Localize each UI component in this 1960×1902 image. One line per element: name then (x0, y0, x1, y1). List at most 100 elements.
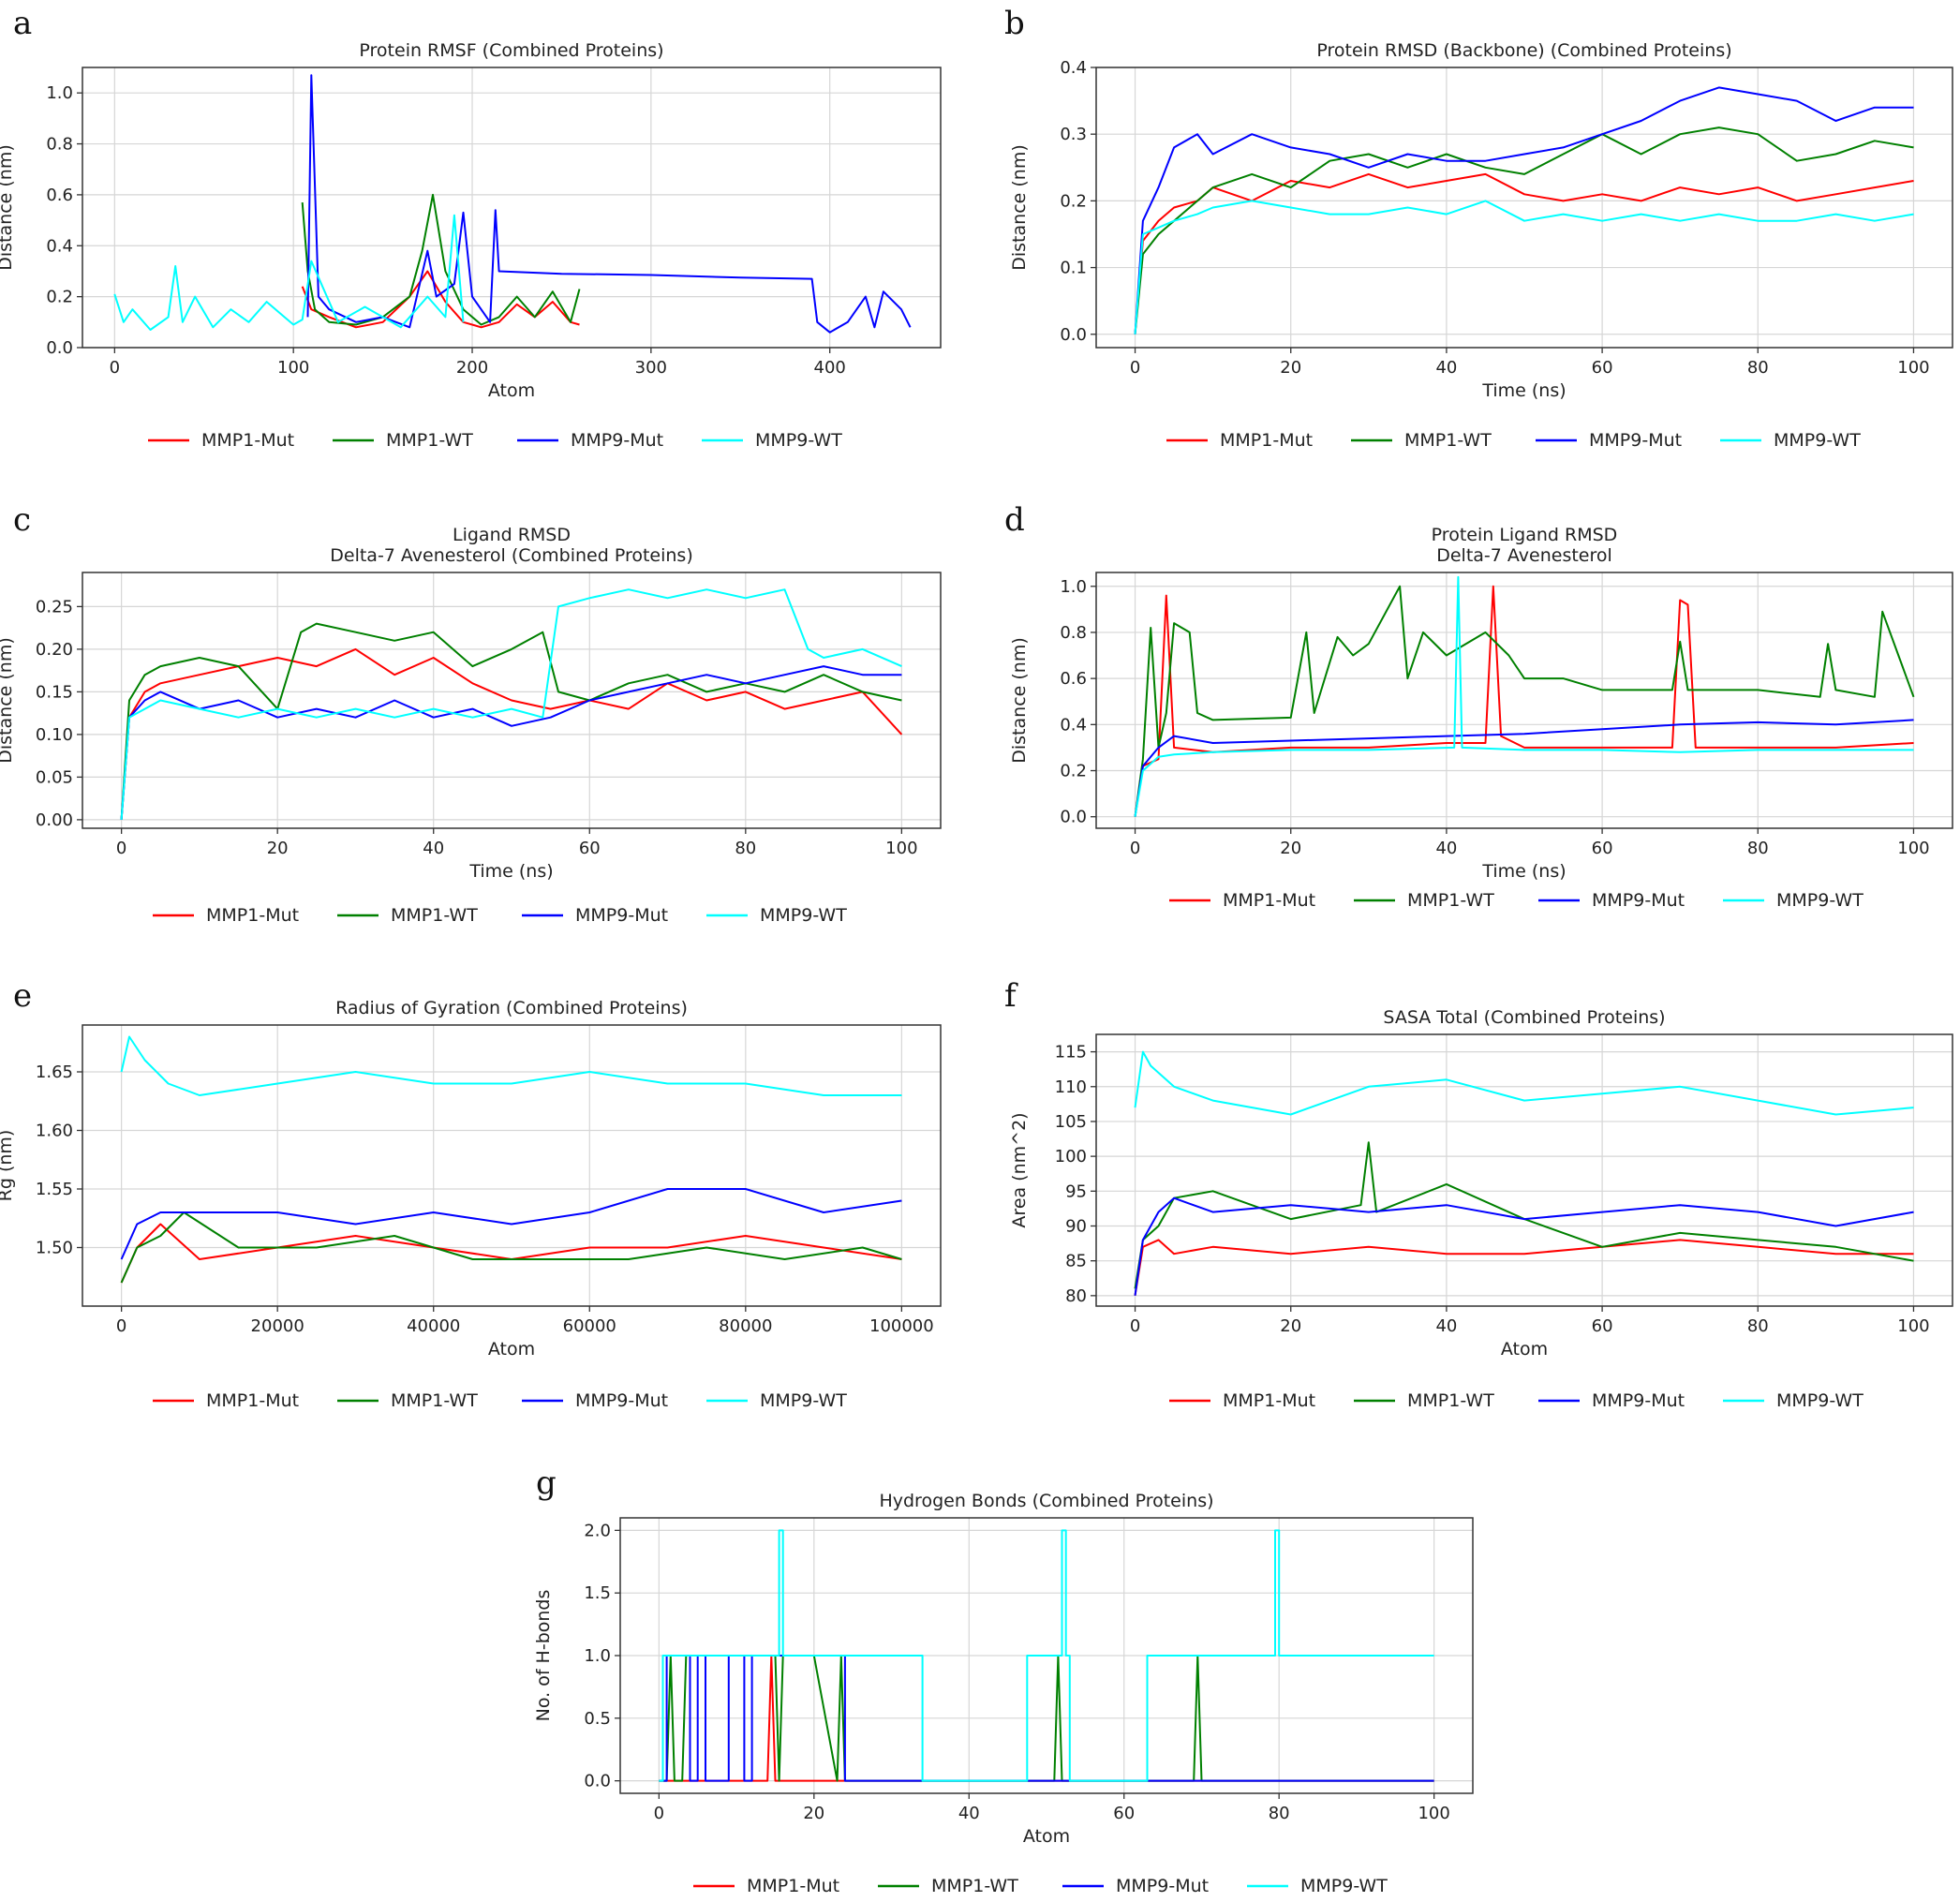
y-tick-label: 85 (1065, 1252, 1087, 1271)
series-group (659, 1529, 1434, 1782)
series-line-mmp9-mut (306, 74, 912, 334)
legend-label: MMP9-WT (1776, 1390, 1863, 1411)
chart-title: Radius of Gyration (Combined Proteins) (335, 998, 688, 1018)
x-tick-label: 300 (635, 358, 667, 378)
series-group (113, 74, 912, 334)
x-tick-label: 0 (1130, 839, 1140, 858)
y-tick-label: 0.0 (1060, 325, 1087, 345)
plot-frame (82, 67, 942, 349)
x-tick-label: 60 (1113, 1804, 1135, 1823)
x-tick-label: 40 (1435, 1316, 1457, 1336)
x-tick-label: 200 (456, 358, 488, 378)
x-tick-label: 20 (1280, 358, 1301, 378)
legend-label: MMP1-Mut (747, 1876, 839, 1896)
legend-label: MMP1-WT (391, 1390, 478, 1411)
x-tick-label: 80 (1747, 358, 1769, 378)
y-axis-label: No. of H-bonds (533, 1590, 554, 1722)
x-tick-label: 60 (1592, 358, 1613, 378)
y-tick-label: 0.2 (46, 288, 73, 307)
series-line-mmp1-mut (301, 270, 580, 329)
legend-label: MMP1-Mut (1223, 1390, 1315, 1411)
x-tick-label: 100 (1897, 358, 1929, 378)
y-tick-label: 0.00 (36, 810, 73, 830)
series-line-mmp1-wt (1134, 585, 1915, 817)
x-axis-label: Atom (488, 1339, 535, 1360)
series-line-mmp9-wt (120, 588, 902, 820)
y-tick-label: 90 (1065, 1216, 1087, 1236)
legend-label: MMP9-WT (755, 430, 842, 451)
x-tick-label: 0 (116, 1316, 126, 1336)
legend-label: MMP9-Mut (575, 1390, 668, 1411)
legend-label: MMP1-Mut (1223, 890, 1315, 911)
x-tick-label: 40 (423, 839, 444, 858)
panel-letter: e (13, 977, 32, 1015)
chart-panel-b: b Protein RMSD (Backbone) (Combined Prote… (1004, 5, 1953, 451)
series-line-mmp9-wt (1134, 1050, 1914, 1116)
y-tick-label: 100 (1055, 1147, 1087, 1166)
y-tick-label: 1.0 (46, 83, 73, 103)
chart-panel-a: a Protein RMSF (Combined Proteins) 0 100 200… (0, 5, 942, 451)
y-tick-label: 0.25 (36, 597, 73, 617)
chart-title: Protein RMSD (Backbone) (Combined Protei… (1316, 40, 1731, 61)
legend-label: MMP1-Mut (206, 1390, 299, 1411)
y-tick-label: 0.8 (46, 135, 73, 155)
y-tick-label: 0.2 (1060, 762, 1087, 781)
plot-frame (1095, 1033, 1953, 1307)
y-axis-label: Distance (nm) (0, 637, 16, 764)
x-tick-label: 80000 (719, 1316, 772, 1336)
series-group (1134, 1050, 1914, 1296)
x-tick-label: 40000 (407, 1316, 460, 1336)
y-axis-label: Rg (nm) (0, 1130, 16, 1202)
legend-label: MMP1-WT (391, 905, 478, 926)
y-tick-label: 1.50 (36, 1239, 73, 1258)
y-tick-label: 80 (1065, 1286, 1087, 1306)
chart-title: Protein RMSF (Combined Proteins) (359, 40, 663, 61)
x-axis-label: Atom (1501, 1339, 1548, 1360)
y-tick-label: 0.6 (46, 186, 73, 205)
series-line-mmp1-mut (1134, 585, 1914, 817)
legend-label: MMP1-WT (1407, 890, 1494, 911)
x-tick-label: 0 (110, 358, 120, 378)
panel-letter: f (1004, 977, 1018, 1015)
x-tick-label: 0 (654, 1804, 664, 1823)
panel-letter: g (536, 1464, 557, 1502)
y-tick-label: 0.6 (1060, 669, 1087, 689)
series-line-mmp9-mut (120, 665, 902, 820)
legend-label: MMP9-Mut (571, 430, 663, 451)
y-tick-label: 0.10 (36, 725, 73, 745)
x-tick-label: 80 (1747, 839, 1769, 858)
y-tick-label: 0.4 (46, 236, 73, 256)
panel-letter: a (13, 5, 32, 42)
plot-frame (82, 572, 942, 829)
x-tick-label: 80 (1747, 1316, 1769, 1336)
x-axis-label: Time (ns) (468, 861, 553, 882)
x-tick-label: 20 (1280, 839, 1301, 858)
series-line-mmp9-wt (1134, 200, 1914, 334)
legend-label: MMP9-Mut (575, 905, 668, 926)
x-axis-label: Time (ns) (1481, 380, 1566, 401)
x-tick-label: 400 (814, 358, 846, 378)
y-tick-label: 1.55 (36, 1180, 73, 1199)
y-tick-label: 0.3 (1060, 125, 1087, 144)
chart-title: Protein Ligand RMSD (1432, 525, 1618, 545)
x-tick-label: 100000 (869, 1316, 934, 1336)
series-line-mmp9-wt (113, 214, 465, 331)
legend-label: MMP9-WT (1774, 430, 1861, 451)
y-tick-label: 110 (1055, 1077, 1087, 1097)
legend-label: MMP9-WT (1776, 890, 1863, 911)
y-tick-label: 105 (1055, 1112, 1087, 1132)
series-group (120, 1035, 902, 1284)
y-tick-label: 0.0 (46, 338, 73, 358)
legend-label: MMP1-Mut (206, 905, 299, 926)
y-tick-label: 1.0 (584, 1646, 611, 1666)
x-axis-label: Atom (1023, 1826, 1070, 1847)
x-tick-label: 60 (579, 839, 601, 858)
plot-frame (82, 1024, 942, 1307)
y-tick-label: 1.65 (36, 1062, 73, 1082)
x-tick-label: 40 (958, 1804, 980, 1823)
x-tick-label: 60 (1592, 839, 1613, 858)
series-line-mmp1-mut (120, 647, 903, 820)
chart-title: SASA Total (Combined Proteins) (1383, 1007, 1665, 1028)
x-tick-label: 40 (1435, 839, 1457, 858)
